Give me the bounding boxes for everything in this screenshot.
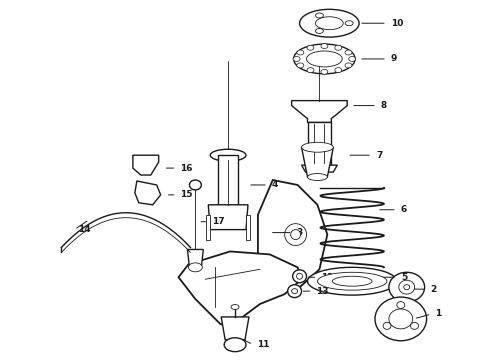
Ellipse shape [297,63,304,68]
Ellipse shape [404,285,410,290]
Ellipse shape [321,44,328,49]
Text: 13: 13 [317,287,329,296]
Ellipse shape [411,323,418,329]
Text: 1: 1 [436,310,442,319]
Ellipse shape [389,309,413,329]
Ellipse shape [316,17,343,30]
Ellipse shape [231,305,239,310]
Polygon shape [208,205,248,230]
Ellipse shape [294,44,355,74]
Polygon shape [218,155,238,205]
Text: 4: 4 [272,180,278,189]
Polygon shape [301,147,333,177]
Text: 3: 3 [296,228,303,237]
Ellipse shape [307,45,314,50]
Text: 6: 6 [401,205,407,214]
Ellipse shape [316,28,323,33]
Text: 9: 9 [391,54,397,63]
Ellipse shape [307,68,314,73]
Ellipse shape [291,230,300,239]
Ellipse shape [210,149,246,161]
Ellipse shape [301,142,333,152]
Polygon shape [221,317,249,340]
Ellipse shape [285,224,307,246]
Text: 7: 7 [376,151,382,160]
Ellipse shape [297,50,304,55]
Polygon shape [178,251,301,329]
Ellipse shape [292,289,297,294]
Ellipse shape [399,280,415,294]
Text: 5: 5 [401,273,407,282]
Polygon shape [292,100,347,122]
Ellipse shape [308,267,397,295]
Ellipse shape [335,45,342,50]
Text: 2: 2 [431,285,437,294]
Ellipse shape [335,68,342,73]
Text: 16: 16 [180,163,193,172]
Ellipse shape [321,69,328,74]
Ellipse shape [308,174,327,180]
Ellipse shape [345,21,353,26]
Polygon shape [246,215,250,239]
Text: 8: 8 [381,101,387,110]
Ellipse shape [318,272,387,290]
Polygon shape [206,215,210,239]
Ellipse shape [224,338,246,352]
Text: 17: 17 [212,217,225,226]
Text: 12: 12 [321,273,334,282]
Ellipse shape [288,285,301,298]
Ellipse shape [383,323,391,329]
Text: 15: 15 [180,190,193,199]
Ellipse shape [345,50,352,55]
Text: 11: 11 [257,340,270,349]
Ellipse shape [389,272,425,302]
Ellipse shape [397,302,405,309]
Ellipse shape [299,9,359,37]
Text: 14: 14 [78,225,91,234]
Ellipse shape [190,180,201,190]
Polygon shape [308,122,331,165]
Ellipse shape [189,263,202,272]
Polygon shape [301,165,337,172]
Ellipse shape [307,51,342,67]
Polygon shape [133,155,159,175]
Ellipse shape [375,297,427,341]
Text: 10: 10 [391,19,403,28]
Polygon shape [188,249,203,267]
Ellipse shape [296,273,302,279]
Ellipse shape [316,13,323,18]
Ellipse shape [293,270,307,283]
Ellipse shape [349,57,356,62]
Ellipse shape [293,57,300,62]
Ellipse shape [332,276,372,286]
Ellipse shape [345,63,352,68]
Polygon shape [258,180,327,289]
Polygon shape [135,181,161,205]
